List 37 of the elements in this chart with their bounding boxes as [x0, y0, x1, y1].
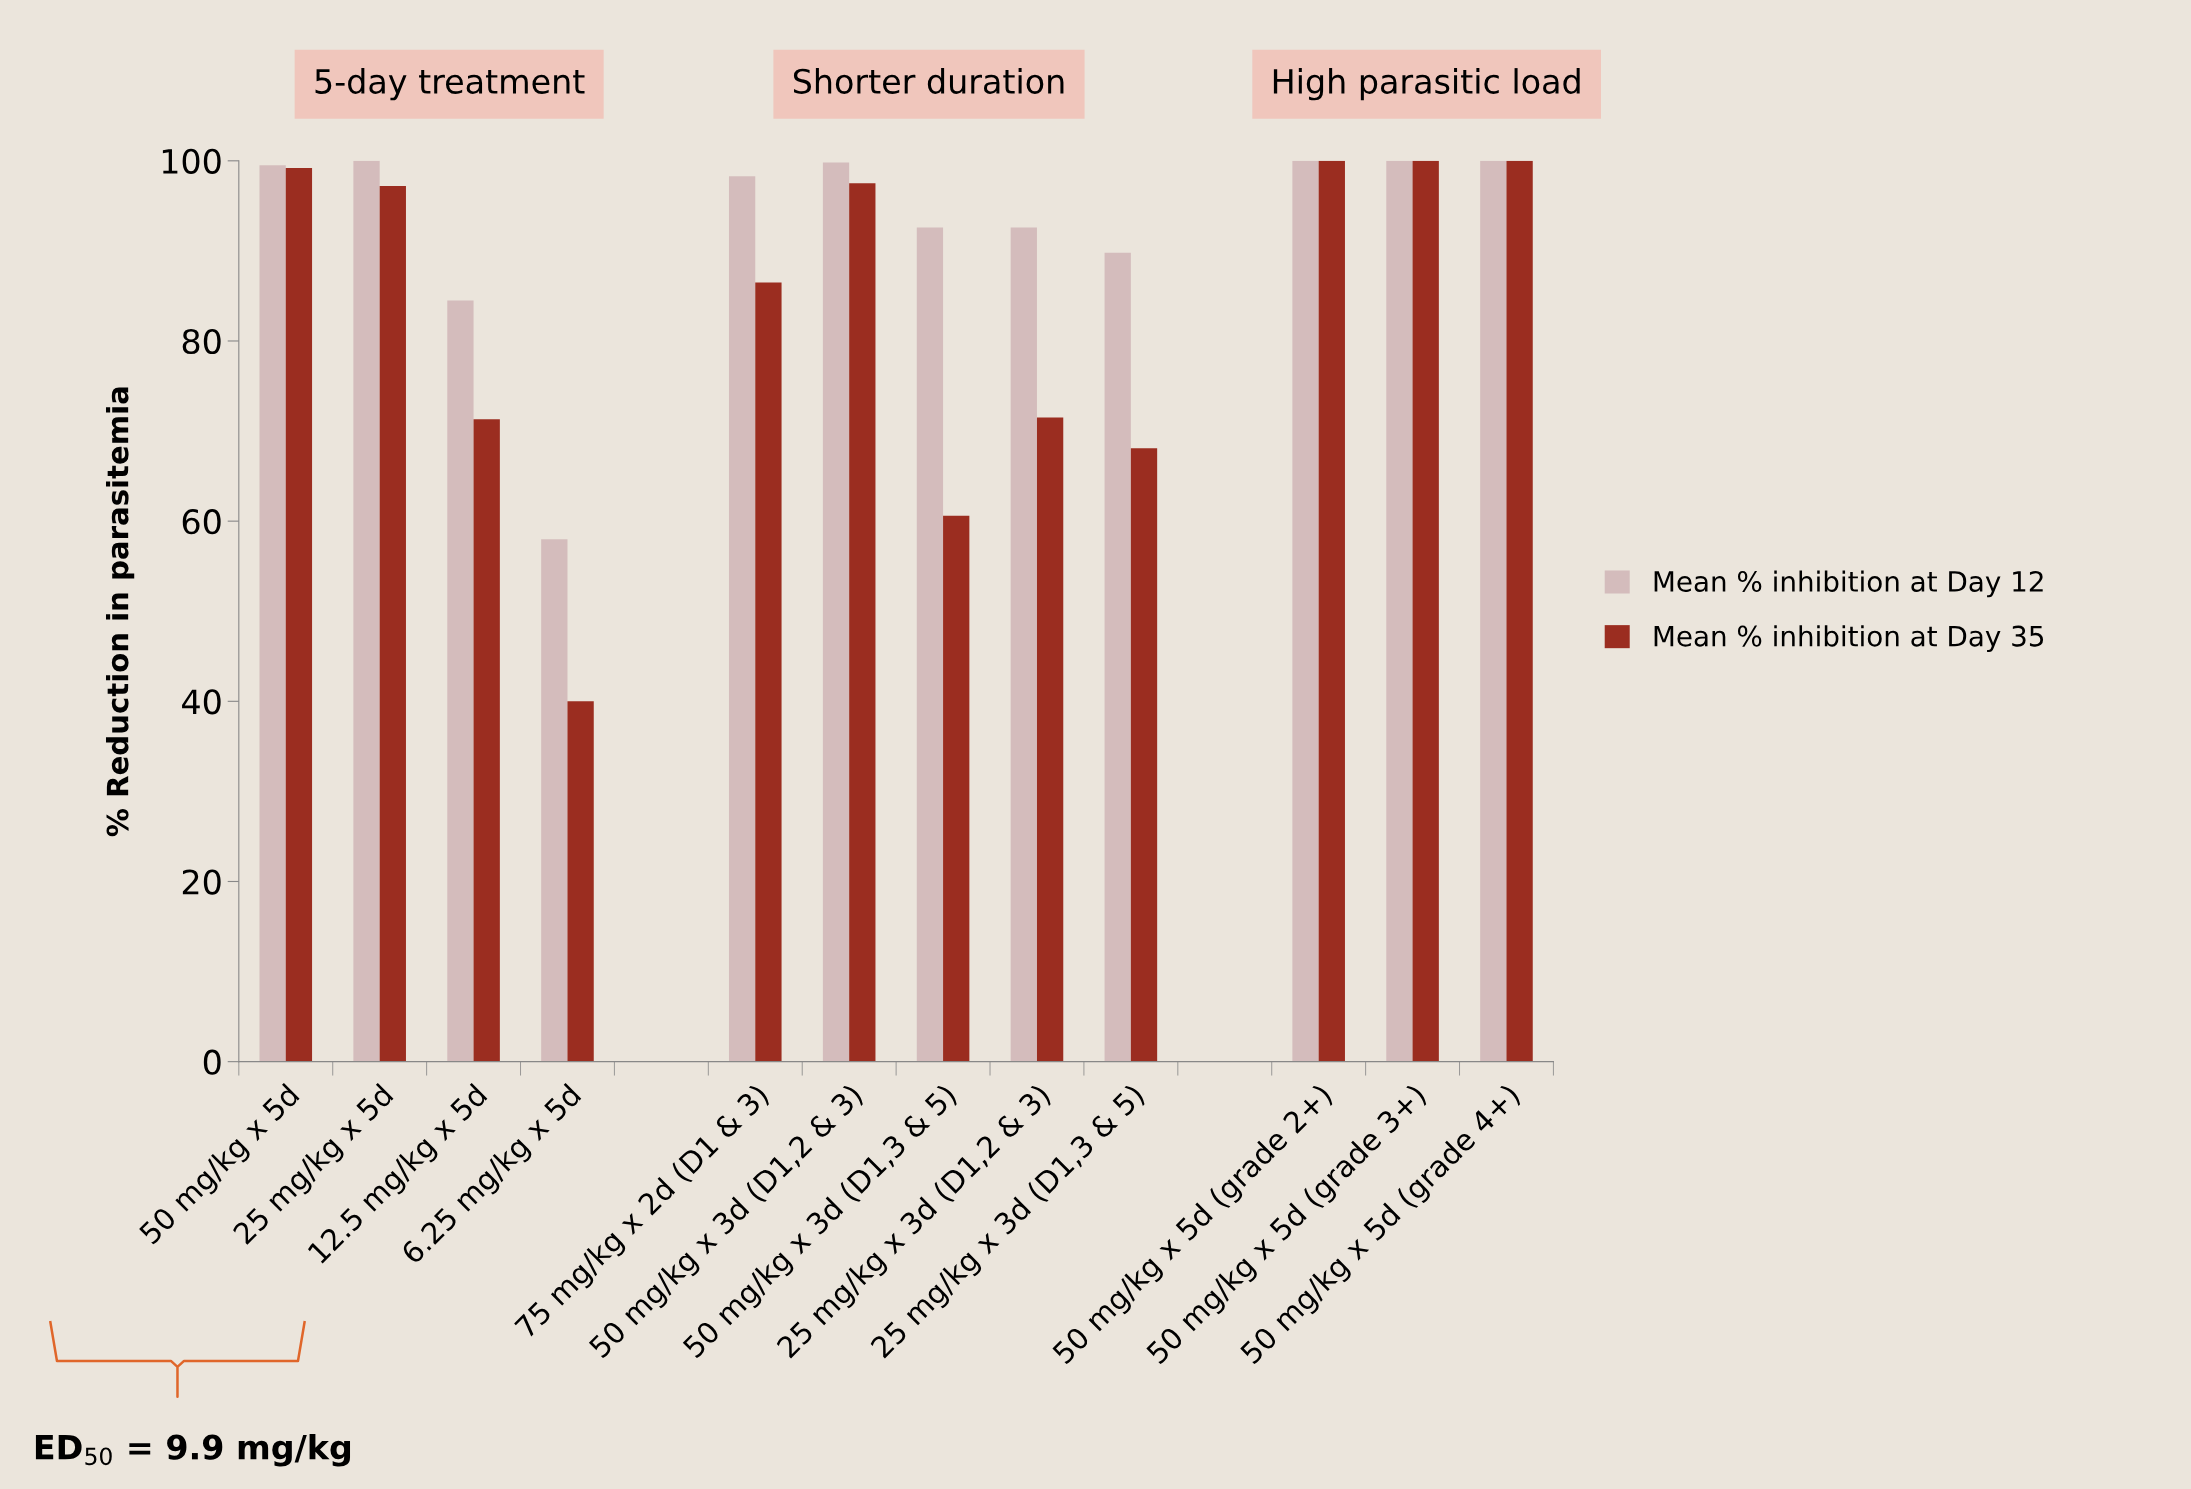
bar	[447, 300, 474, 1062]
bar	[1480, 160, 1507, 1062]
legend-label: Mean % inhibition at Day 35	[1654, 625, 2044, 653]
bar	[259, 165, 286, 1062]
bar	[473, 419, 500, 1062]
text: Shorter duration	[793, 68, 1064, 94]
legend-label: Mean % inhibition at Day 12	[1654, 570, 2043, 598]
bar	[1412, 160, 1439, 1062]
y-tick-label: 20	[182, 869, 221, 895]
bar	[1130, 448, 1158, 1062]
bar	[728, 176, 756, 1062]
text: ED$_{50}$ = 9.9 mg/kg	[35, 1434, 351, 1467]
bar	[1292, 160, 1319, 1062]
bar	[1036, 417, 1064, 1062]
bar	[916, 227, 944, 1062]
bar	[1506, 160, 1533, 1062]
bar	[943, 515, 970, 1062]
bar	[822, 162, 850, 1062]
text: 5-day treatment	[315, 68, 585, 101]
bar	[1318, 160, 1345, 1062]
y-tick-label: 0	[203, 1049, 221, 1075]
bar	[541, 539, 568, 1062]
bar	[353, 160, 380, 1062]
bar	[567, 701, 594, 1062]
bar	[755, 282, 782, 1062]
bar	[285, 168, 313, 1062]
y-axis-title: % Reduction in parasitemia	[105, 387, 135, 837]
bar	[849, 183, 876, 1062]
y-tick-label: 60	[182, 509, 221, 535]
bar	[1386, 160, 1413, 1062]
bar	[1104, 252, 1131, 1062]
bar	[379, 186, 406, 1062]
y-tick-label: 80	[182, 328, 221, 355]
y-tick-label: 40	[182, 689, 221, 715]
text: High parasitic load	[1273, 68, 1580, 101]
y-tick-label: 100	[162, 148, 221, 174]
bar	[1010, 227, 1037, 1062]
